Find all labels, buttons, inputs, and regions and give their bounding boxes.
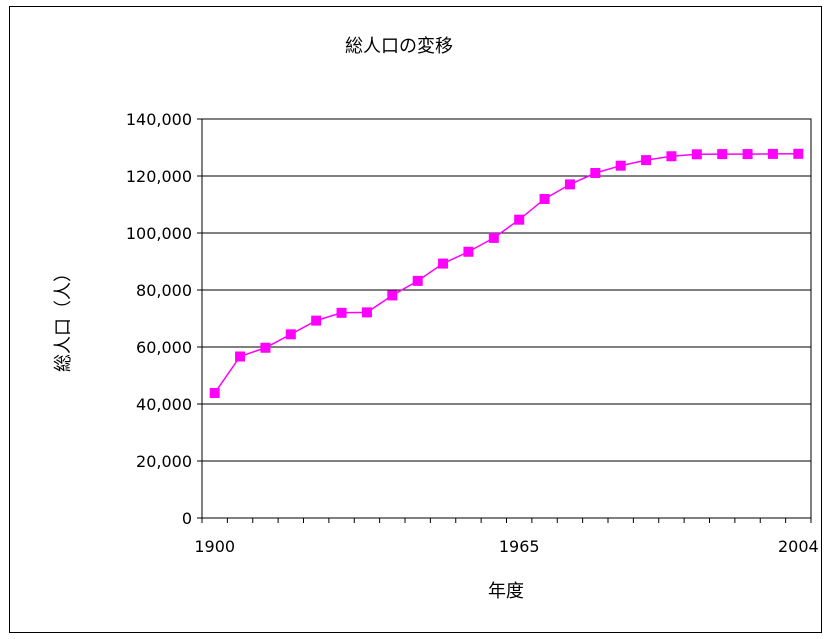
data-point [742, 149, 753, 160]
x-tick-label: 2004 [778, 537, 819, 556]
x-tick-label: 1900 [194, 537, 235, 556]
chart-title: 総人口の変移 [345, 36, 453, 57]
data-point [463, 246, 474, 257]
plot-area [201, 118, 812, 519]
chart-frame: 総人口の変移 0 20,000 40,000 60,000 80,000 100,000 1… [9, 6, 822, 633]
gridlines [202, 175, 811, 462]
data-point [717, 149, 728, 160]
data-point [539, 193, 550, 204]
series-line [214, 153, 799, 394]
y-tick-label: 120,000 [126, 167, 192, 186]
data-point [793, 148, 804, 159]
data-point [438, 258, 449, 269]
x-axis-title: 年度 [488, 581, 524, 602]
data-point [590, 168, 601, 179]
data-point [285, 329, 296, 340]
y-tick-label: 0 [182, 509, 192, 528]
series-layer [209, 148, 804, 399]
y-tick-label: 100,000 [126, 224, 192, 243]
data-point [209, 388, 220, 399]
y-tick-label: 60,000 [136, 338, 192, 357]
y-tick-label: 40,000 [136, 395, 192, 414]
y-tick-label: 20,000 [136, 452, 192, 471]
data-point [387, 290, 398, 301]
data-point [564, 179, 575, 190]
axis-ticks: 0 20,000 40,000 60,000 80,000 100,000 120,000 1… [126, 110, 819, 556]
data-point [615, 160, 626, 171]
data-point [666, 151, 677, 162]
y-tick-label: 80,000 [136, 281, 192, 300]
data-point [412, 275, 423, 286]
data-point [311, 315, 322, 326]
data-point [235, 351, 246, 362]
data-point [514, 214, 525, 225]
data-point [336, 307, 347, 318]
data-point [361, 307, 372, 318]
data-point [691, 149, 702, 160]
x-tick-label: 1965 [499, 537, 540, 556]
data-point [488, 232, 499, 243]
chart: 総人口の変移 0 20,000 40,000 60,000 80,000 100,000 1… [53, 36, 819, 602]
y-tick-label: 140,000 [126, 110, 192, 129]
data-point [260, 342, 271, 353]
y-axis-title: 総人口（人） [53, 264, 74, 372]
data-point [641, 155, 652, 166]
data-point [767, 148, 778, 159]
